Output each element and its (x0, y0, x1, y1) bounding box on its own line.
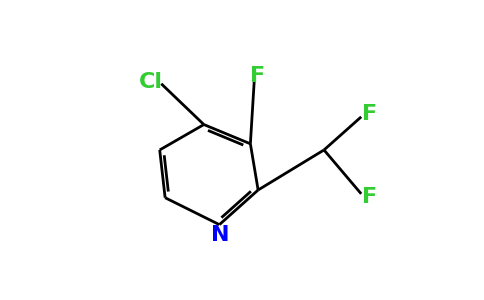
Text: Cl: Cl (138, 72, 163, 92)
Text: N: N (211, 225, 229, 245)
Text: F: F (250, 66, 265, 86)
Text: F: F (362, 187, 378, 207)
Text: F: F (362, 104, 378, 124)
